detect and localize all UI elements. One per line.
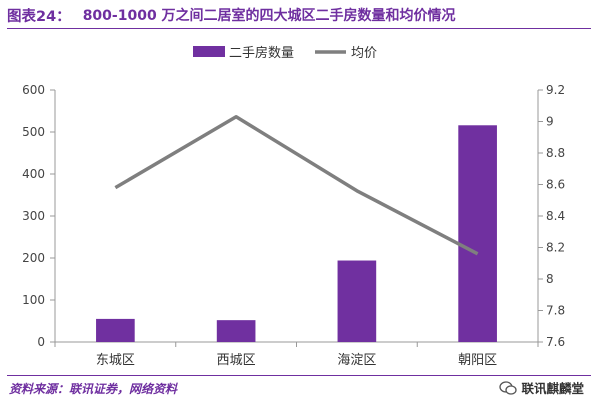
left-tick-label: 100 xyxy=(22,293,45,307)
x-tick-label: 西城区 xyxy=(217,353,256,368)
source-note: 资料来源：联讯证券，网络资料 xyxy=(9,382,178,396)
left-tick-label: 600 xyxy=(22,83,45,97)
x-tick-label: 海淀区 xyxy=(337,353,376,368)
bar xyxy=(216,320,256,342)
left-tick-label: 500 xyxy=(22,125,45,139)
right-tick-label: 9 xyxy=(546,115,554,129)
right-tick-label: 7.8 xyxy=(546,304,565,318)
left-tick-label: 300 xyxy=(22,209,45,223)
bar xyxy=(96,318,135,342)
right-tick-label: 9.2 xyxy=(546,83,565,97)
right-tick-label: 8.6 xyxy=(546,178,565,192)
left-tick-label: 200 xyxy=(22,251,45,265)
right-tick-label: 8.2 xyxy=(546,241,565,255)
legend-label-bar: 二手房数量 xyxy=(229,45,294,61)
right-tick-label: 8.4 xyxy=(546,209,565,223)
bar xyxy=(458,125,497,342)
right-tick-label: 7.6 xyxy=(546,335,565,349)
right-tick-label: 8 xyxy=(546,272,554,286)
avg-price-line xyxy=(114,115,479,256)
left-tick-label: 400 xyxy=(22,167,45,181)
watermark-text: 联讯麒麟堂 xyxy=(521,381,584,396)
watermark: 联讯麒麟堂 xyxy=(499,378,584,397)
chart-title: 800-1000 万之间二居室的四大城区二手房数量和均价情况 xyxy=(82,8,456,24)
chart-title-bar: 图表24： 800-1000 万之间二居室的四大城区二手房数量和均价情况 xyxy=(7,2,591,29)
legend-swatch-bar xyxy=(193,46,225,57)
combo-chart: 二手房数量 均价 0 100 200 300 400 500 600 7.6 7.8 8 8.2 8.4 8… xyxy=(22,45,565,368)
figure-number: 图表24： xyxy=(7,8,71,25)
left-tick-label: 0 xyxy=(37,335,45,349)
bar xyxy=(337,260,377,342)
x-tick-label: 朝阳区 xyxy=(458,353,497,368)
right-tick-label: 8.8 xyxy=(546,146,565,160)
wechat-icon xyxy=(499,380,518,395)
legend-label-line: 均价 xyxy=(351,46,377,61)
footer-divider xyxy=(7,375,591,376)
x-tick-label: 东城区 xyxy=(96,353,135,368)
